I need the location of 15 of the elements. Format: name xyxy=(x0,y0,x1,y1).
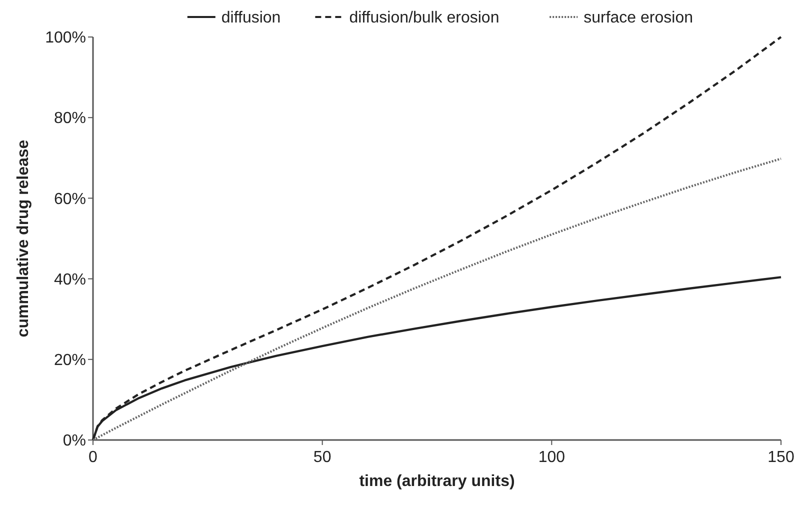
legend-label: surface erosion xyxy=(584,10,693,27)
y-tick-label: 20% xyxy=(54,352,86,369)
y-tick-label: 80% xyxy=(54,110,86,128)
y-tick-label: 0% xyxy=(62,432,86,450)
y-axis-title: cummulative drug release xyxy=(15,140,32,338)
x-tick-label: 50 xyxy=(313,449,332,466)
y-tick-label: 60% xyxy=(54,190,86,208)
legend-label: diffusion xyxy=(221,10,281,27)
y-tick-label: 40% xyxy=(54,271,86,288)
x-tick-label: 150 xyxy=(768,449,794,466)
x-axis-title: time (arbitrary units) xyxy=(359,473,515,490)
x-tick-label: 0 xyxy=(88,449,98,466)
y-tick-label: 100% xyxy=(45,30,86,47)
x-tick-label: 100 xyxy=(538,449,566,466)
legend-label: diffusion/bulk erosion xyxy=(349,10,500,27)
